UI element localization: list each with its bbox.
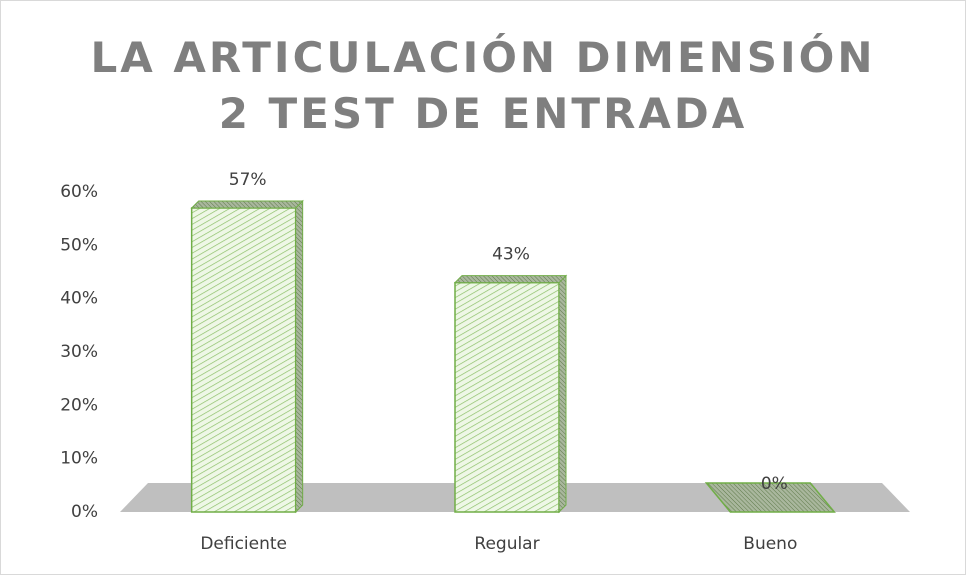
x-tick-label: Regular (474, 534, 539, 554)
y-tick-label: 0% (71, 502, 98, 522)
data-label: 43% (492, 245, 530, 265)
y-tick-label: 30% (60, 342, 98, 362)
bar-top (190, 200, 304, 209)
bar (190, 207, 297, 513)
bar (704, 482, 836, 513)
x-tick-label: Bueno (743, 534, 797, 554)
data-label: 0% (761, 474, 788, 494)
bar (454, 281, 560, 513)
chart-title: LA ARTICULACIÓN DIMENSIÓN 2 TEST DE ENTR… (90, 33, 876, 138)
y-tick-label: 10% (60, 449, 98, 469)
y-tick-label: 60% (60, 182, 98, 202)
y-tick-label: 20% (60, 395, 98, 415)
x-tick-label: Deficiente (200, 534, 287, 554)
y-tick-label: 50% (60, 235, 98, 255)
bar-top (453, 275, 568, 284)
bar-side (295, 199, 304, 514)
data-label: 57% (229, 170, 267, 190)
y-tick-label: 40% (60, 289, 98, 309)
bar-side (558, 274, 567, 514)
